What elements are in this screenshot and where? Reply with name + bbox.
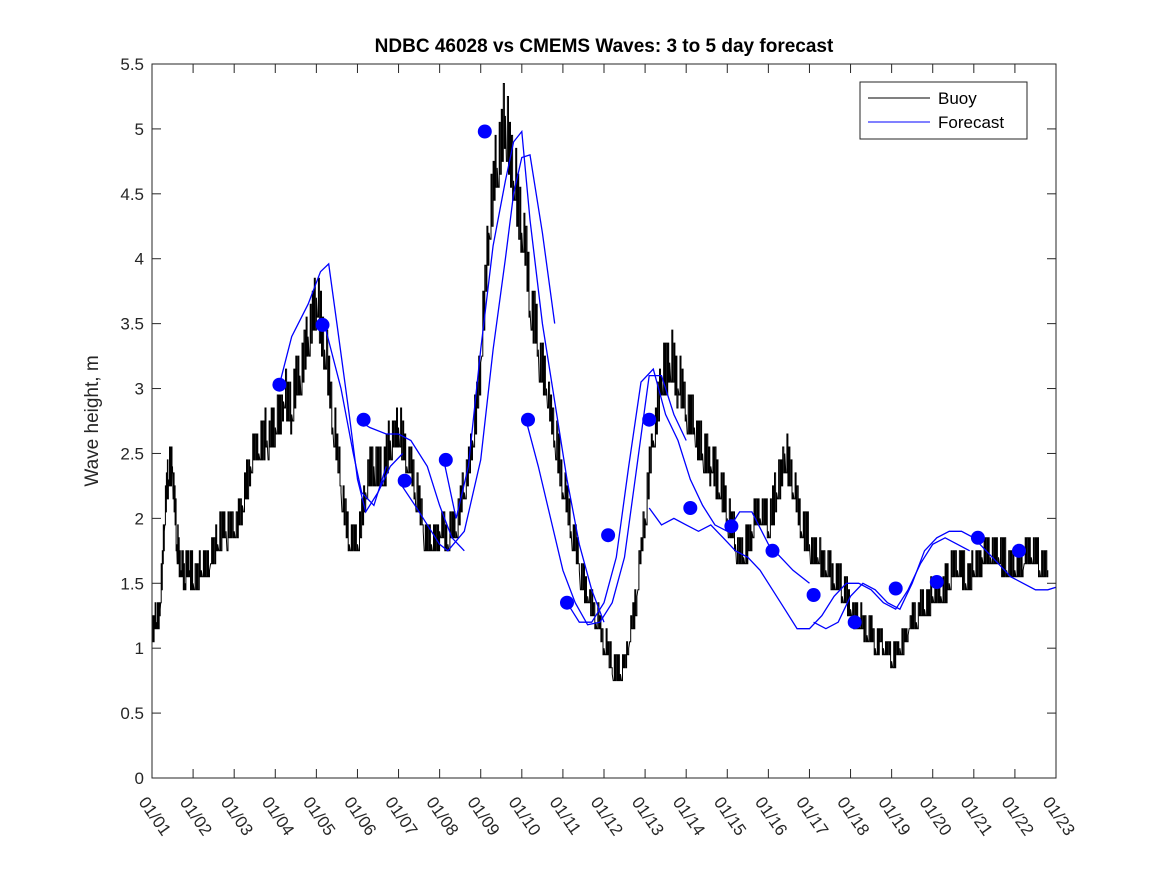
y-axis-label: Wave height, m <box>82 355 103 486</box>
y-tick-label: 2 <box>135 509 144 528</box>
buoy-series-line <box>151 83 1049 682</box>
forecast-segment-line <box>566 367 810 623</box>
forecast-marker-point <box>847 615 862 630</box>
forecast-marker-point <box>397 473 412 488</box>
forecast-markers <box>272 124 1026 630</box>
y-tick-label: 3 <box>135 380 144 399</box>
forecast-marker-point <box>477 124 492 139</box>
y-tick-label: 4.5 <box>120 185 144 204</box>
forecast-series-lines <box>278 129 1057 630</box>
plot-series <box>151 83 1057 682</box>
forecast-marker-point <box>356 412 371 427</box>
forecast-marker-point <box>724 519 739 534</box>
y-tick-label: 3.5 <box>120 315 144 334</box>
legend-box <box>859 81 1028 140</box>
forecast-marker-point <box>888 581 903 596</box>
axes-box <box>151 63 1057 779</box>
forecast-marker-point <box>438 452 453 467</box>
plot-area <box>152 64 1056 778</box>
y-tick-label: 1 <box>135 639 144 658</box>
forecast-segment-line <box>443 129 605 623</box>
y-tick-label: 5 <box>135 120 144 139</box>
y-tick-label: 2.5 <box>120 444 144 463</box>
forecast-marker-point <box>642 412 657 427</box>
forecast-segment-line <box>357 419 465 552</box>
forecast-marker-point <box>765 543 780 558</box>
legend-buoy-label: Buoy <box>938 89 977 108</box>
forecast-marker-point <box>806 588 821 602</box>
legend-forecast-label: Forecast <box>938 113 1004 132</box>
forecast-marker-point <box>601 528 616 543</box>
legend: Buoy Forecast <box>859 81 1028 140</box>
forecast-marker-point <box>970 530 985 545</box>
y-axis-ticks: 0 0.5 1 1.5 2 2.5 3 3.5 4 4.5 5 5.5 <box>120 55 1056 788</box>
forecast-marker-point <box>521 412 535 427</box>
forecast-segment-line <box>278 262 404 514</box>
y-tick-label: 1.5 <box>120 574 144 593</box>
forecast-segment-line <box>323 324 387 507</box>
forecast-segment-line <box>813 530 1057 630</box>
forecast-segment-line <box>525 374 687 626</box>
y-tick-label: 4 <box>135 250 144 269</box>
forecast-marker-point <box>1012 543 1026 558</box>
chart-title: NDBC 46028 vs CMEMS Waves: 3 to 5 day fo… <box>375 36 834 57</box>
forecast-marker-point <box>929 575 944 589</box>
forecast-segment-line <box>397 154 556 552</box>
forecast-marker-point <box>560 595 574 610</box>
y-tick-label: 0.5 <box>120 704 144 723</box>
y-tick-label: 5.5 <box>120 55 144 74</box>
forecast-marker-point <box>683 501 698 515</box>
forecast-marker-point <box>272 377 287 392</box>
forecast-marker-point <box>315 317 330 332</box>
y-tick-label: 0 <box>135 769 144 788</box>
